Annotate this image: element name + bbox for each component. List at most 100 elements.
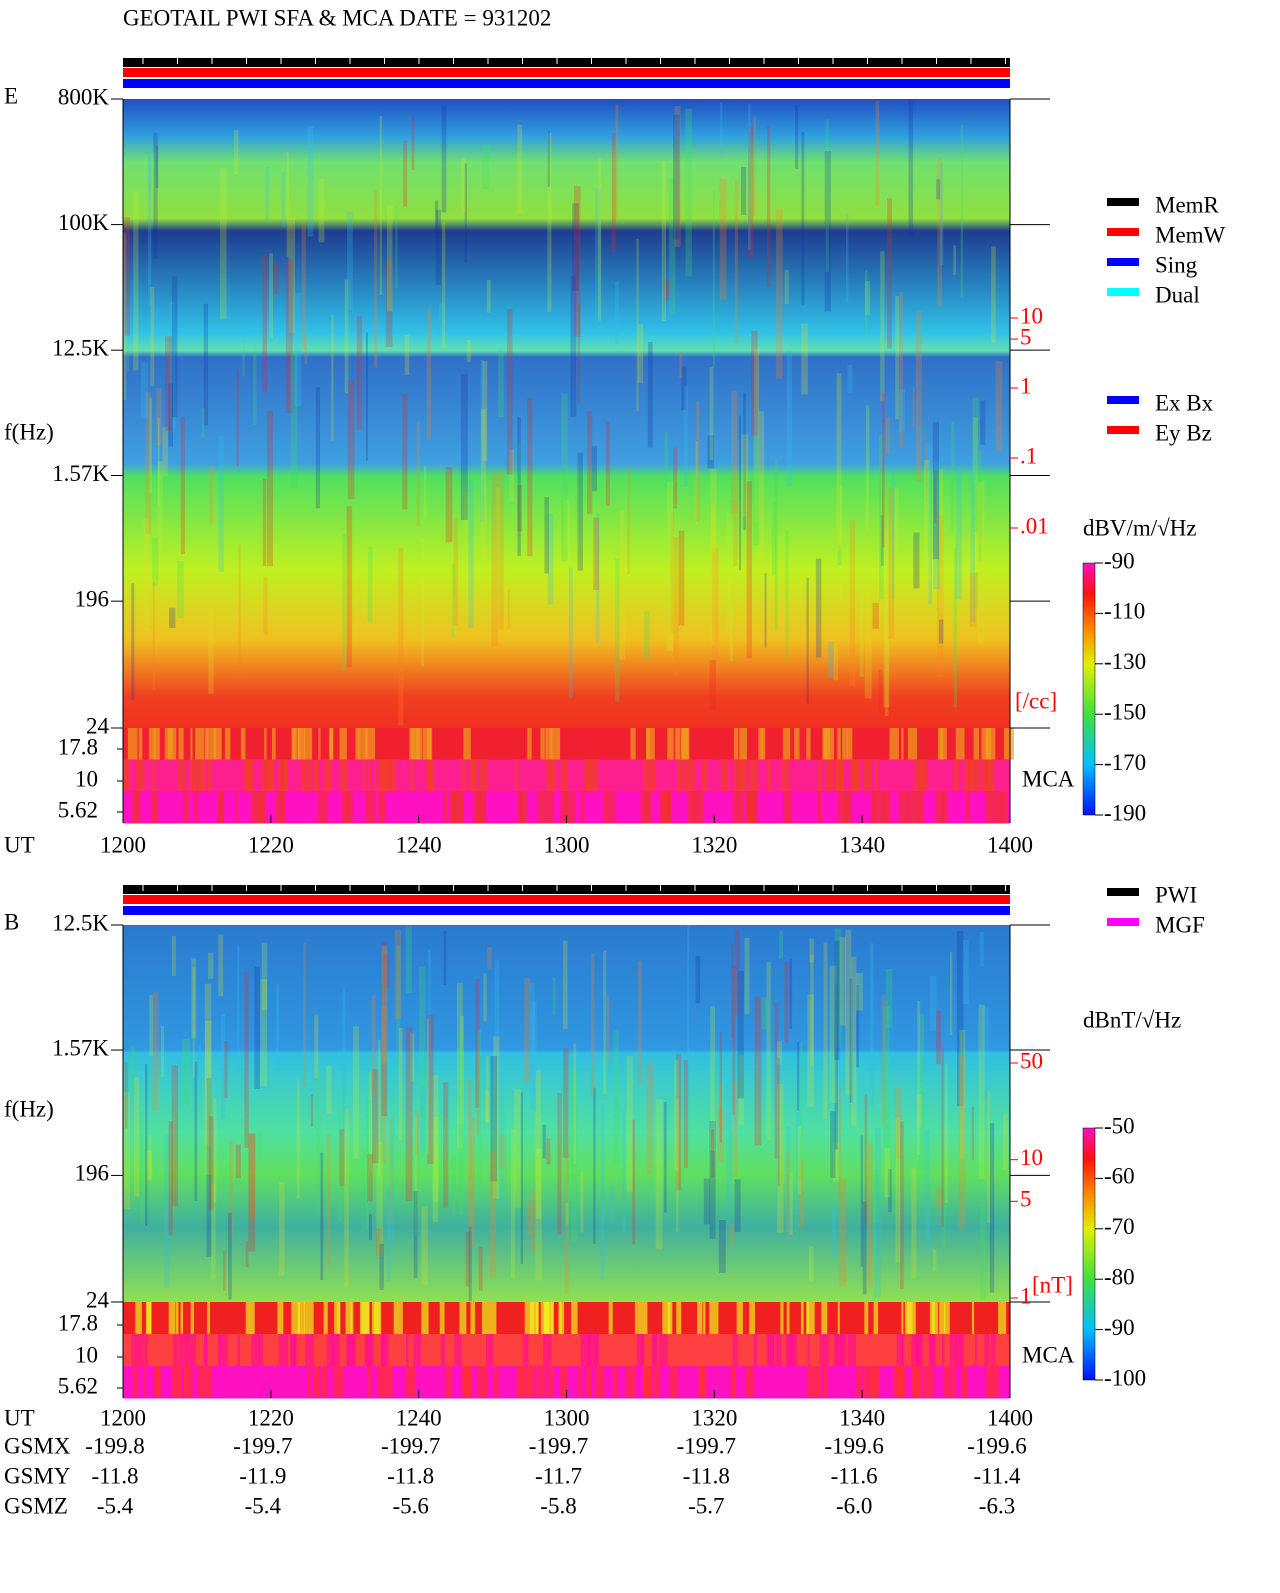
spectrogram-texture — [509, 449, 515, 502]
mca-texture — [302, 728, 306, 760]
mca-texture — [213, 728, 222, 760]
mca-texture — [203, 1334, 208, 1366]
orbit-row-label: GSMY — [4, 1463, 71, 1488]
mca-texture — [145, 1302, 152, 1334]
mca-texture — [699, 1366, 704, 1398]
spectrogram-texture — [377, 1039, 381, 1177]
spectrogram-texture — [711, 547, 719, 656]
spectrogram-texture — [156, 387, 162, 446]
spectrogram-texture — [165, 336, 172, 431]
spectrogram-texture — [872, 602, 879, 629]
spectrogram-texture — [980, 400, 986, 445]
spectrogram-texture — [171, 1065, 179, 1207]
legend-label: Sing — [1155, 252, 1198, 277]
spectrogram-texture — [487, 947, 492, 969]
spectrogram-texture — [361, 1148, 364, 1232]
spectrogram-texture — [347, 380, 355, 500]
spectrogram-texture — [421, 1206, 428, 1285]
mca-texture — [984, 1334, 990, 1366]
mca-texture — [443, 791, 447, 823]
mca-texture — [817, 791, 821, 823]
mca-texture — [173, 1334, 179, 1366]
spectrogram-texture — [260, 979, 268, 1087]
spectrogram-texture — [673, 536, 679, 675]
mca-texture — [186, 1334, 197, 1366]
mca-texture — [965, 791, 970, 823]
spectrogram-texture — [752, 434, 760, 546]
spectrogram-texture — [895, 1117, 901, 1263]
mca-texture — [646, 728, 650, 760]
mca-texture — [413, 1334, 421, 1366]
spectrogram-texture — [776, 1084, 784, 1233]
spectrogram-texture — [149, 994, 153, 1057]
spectrogram-texture — [743, 392, 746, 531]
x-tick-label: 1240 — [396, 832, 442, 857]
mca-texture — [674, 728, 681, 760]
spectrogram-texture — [786, 1126, 791, 1241]
y-tick-label: 196 — [75, 586, 110, 611]
spectrogram-texture — [953, 548, 958, 708]
y-tick-label: 24 — [86, 713, 110, 738]
spectrogram-texture — [403, 140, 408, 207]
spectrogram-texture — [563, 1048, 569, 1158]
spectrogram-texture — [331, 315, 334, 441]
spectrogram-texture — [586, 411, 593, 514]
mca-texture — [378, 791, 386, 823]
spectrogram-texture — [740, 166, 747, 215]
spectrogram-texture — [898, 389, 906, 432]
mca-texture — [654, 1366, 660, 1398]
status-bar — [123, 906, 1010, 915]
spectrogram — [123, 925, 1010, 1302]
spectrogram-texture — [672, 114, 680, 240]
spectrogram-texture — [155, 146, 159, 188]
spectrogram-texture — [598, 158, 602, 321]
spectrogram-texture — [615, 104, 619, 220]
mca-texture — [168, 728, 177, 760]
spectrogram-texture — [414, 1116, 417, 1236]
mca-texture — [152, 759, 156, 792]
spectrogram-texture — [810, 954, 814, 1067]
mca-texture — [297, 1302, 305, 1334]
spectrogram-texture — [451, 563, 456, 638]
spectrogram-texture — [784, 270, 789, 305]
mca-texture — [326, 1334, 336, 1366]
spectrogram-texture — [371, 995, 376, 1098]
mca-texture — [421, 1302, 429, 1334]
mca-texture — [333, 1366, 343, 1398]
spectrogram-texture — [929, 976, 937, 1032]
mca-texture — [571, 1302, 578, 1334]
mca-texture — [825, 759, 834, 792]
mca-texture — [851, 759, 857, 792]
mca-texture — [782, 728, 791, 760]
mca-texture — [250, 791, 258, 823]
mca-texture — [920, 759, 929, 792]
spectrogram-texture — [670, 512, 674, 633]
spectrogram-texture — [875, 1127, 881, 1298]
mca-texture — [748, 791, 758, 823]
spectrogram-texture — [991, 246, 996, 343]
spectrogram-texture — [194, 1061, 198, 1201]
spectrogram-texture — [932, 422, 940, 560]
spectrogram-texture — [458, 1035, 464, 1215]
mca-texture — [131, 1334, 137, 1366]
legend-swatch — [1107, 198, 1139, 206]
spectrogram-texture — [972, 397, 979, 532]
legend-swatch — [1107, 396, 1139, 404]
spectrogram-texture — [855, 972, 863, 1011]
spectrogram-texture — [273, 261, 279, 295]
spectrogram-texture — [764, 573, 767, 648]
spectrogram-texture — [797, 1126, 801, 1195]
mca-texture — [201, 759, 206, 792]
spectrogram-texture — [958, 1055, 966, 1229]
spectrogram-texture — [411, 117, 415, 171]
spectrogram-texture — [489, 1151, 496, 1278]
mca-texture — [640, 791, 650, 823]
spectrogram-texture — [220, 168, 227, 320]
spectrogram-texture — [480, 408, 487, 556]
mca-texture — [904, 1302, 908, 1334]
mca-texture — [470, 1302, 476, 1334]
spectrogram-texture — [320, 1152, 324, 1281]
mca-texture — [864, 1302, 869, 1334]
colorbar-label: dBnT/√Hz — [1083, 1007, 1181, 1032]
mca-texture — [540, 1302, 550, 1334]
